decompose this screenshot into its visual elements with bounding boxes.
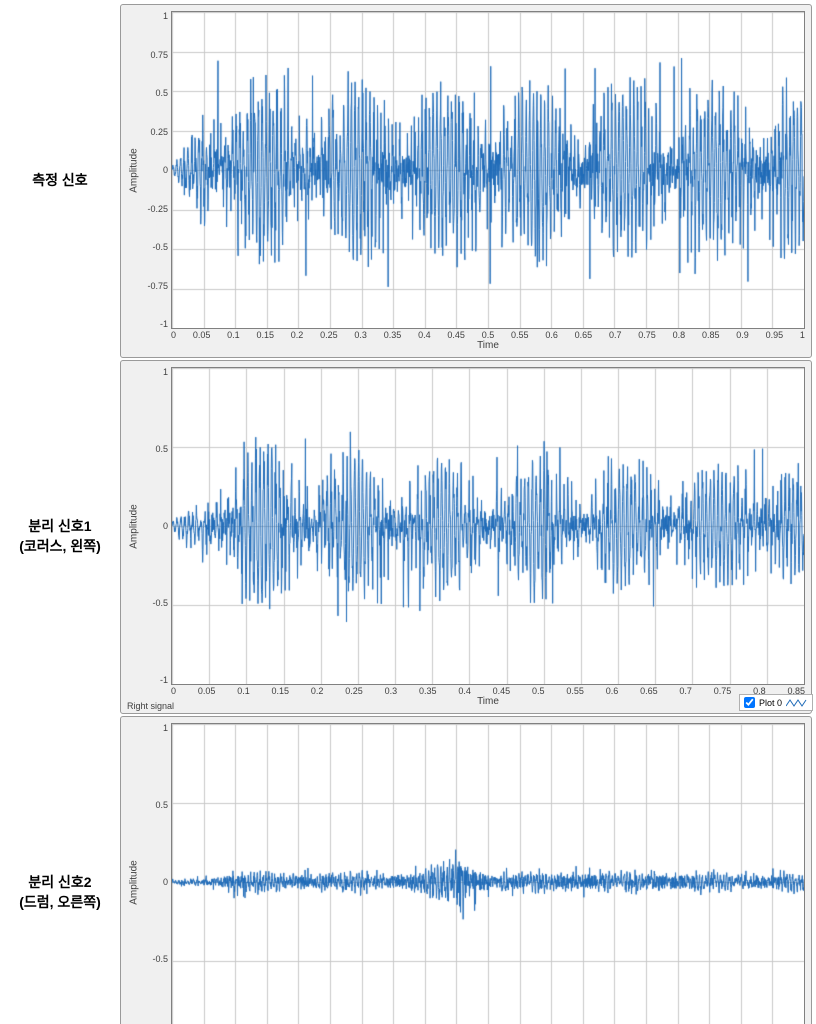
waveform-canvas-3 [172,724,804,1024]
plot-body-1: Amplitude 10.750.50.250-0.25-0.5-0.75-1 … [127,11,805,351]
row-label-3: 분리 신호2 (드럼, 오른쪽) [0,716,120,1024]
legend-line-icon [786,698,808,708]
ylabel-1: Amplitude [127,11,141,329]
xlabel-2: Time [171,696,805,707]
row-label-3-sub: (드럼, 오른쪽) [19,893,101,913]
row-label-1: 측정 신호 [0,4,120,358]
yticks-1: 10.750.50.250-0.25-0.5-0.75-1 [141,11,171,329]
ylabel-3: Amplitude [127,723,141,1024]
signal-row-2: 분리 신호1 (코러스, 왼쪽) Amplitude 10.50-0.5-1 0… [0,360,812,714]
xticks-1: 00.050.10.150.20.250.30.350.40.450.50.55… [171,329,805,340]
legend-label: Plot 0 [759,698,782,708]
plot-body-2: Amplitude 10.50-0.5-1 00.050.10.150.20.2… [127,367,805,707]
waveform-canvas-1 [172,12,804,328]
ylabel-2: Amplitude [127,367,141,685]
xlabel-1: Time [171,340,805,351]
right-signal-label: Right signal [127,701,174,711]
plot-frame-2: Amplitude 10.50-0.5-1 00.050.10.150.20.2… [120,360,812,714]
plot-frame-1: Amplitude 10.750.50.250-0.25-0.5-0.75-1 … [120,4,812,358]
yticks-2: 10.50-0.5-1 [141,367,171,685]
canvas-wrap-2 [171,367,805,685]
row-label-2-main: 분리 신호1 [28,517,91,537]
xticks-2: 00.050.10.150.20.250.30.350.40.450.50.55… [171,685,805,696]
signal-row-3: 분리 신호2 (드럼, 오른쪽) Amplitude 10.50-0.5-1 0… [0,716,812,1024]
plot-body-3: Amplitude 10.50-0.5-1 00.050.10.150.20.2… [127,723,805,1024]
canvas-wrap-3 [171,723,805,1024]
waveform-canvas-2 [172,368,804,684]
canvas-wrap-1 [171,11,805,329]
row-label-2: 분리 신호1 (코러스, 왼쪽) [0,360,120,714]
legend-checkbox[interactable] [744,697,755,708]
plot-legend[interactable]: Plot 0 [739,694,813,711]
yticks-3: 10.50-0.5-1 [141,723,171,1024]
row-label-3-main: 분리 신호2 [28,873,91,893]
signal-row-1: 측정 신호 Amplitude 10.750.50.250-0.25-0.5-0… [0,4,812,358]
plot-frame-3: Amplitude 10.50-0.5-1 00.050.10.150.20.2… [120,716,812,1024]
row-label-1-main: 측정 신호 [32,171,87,191]
row-label-2-sub: (코러스, 왼쪽) [19,537,101,557]
